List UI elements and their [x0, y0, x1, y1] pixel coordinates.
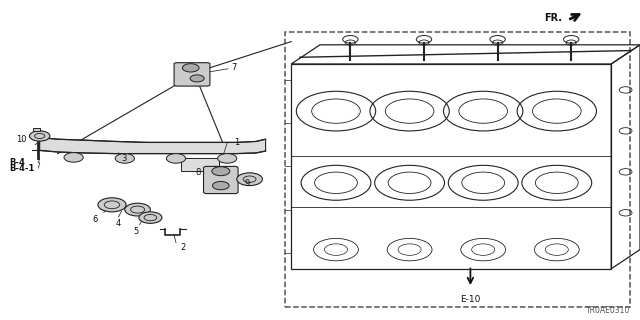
Text: E-10: E-10 [460, 295, 481, 304]
Circle shape [64, 153, 83, 162]
Text: 6: 6 [92, 215, 97, 224]
Text: 2: 2 [180, 243, 186, 252]
FancyBboxPatch shape [285, 32, 630, 307]
Text: 10: 10 [17, 135, 27, 144]
Text: B-4-1: B-4-1 [10, 164, 35, 173]
Circle shape [98, 198, 126, 212]
Circle shape [212, 167, 230, 176]
Circle shape [190, 75, 204, 82]
Text: 1: 1 [234, 138, 239, 147]
Text: B-4: B-4 [10, 158, 26, 167]
FancyBboxPatch shape [204, 166, 238, 194]
FancyBboxPatch shape [174, 63, 210, 86]
Text: 7: 7 [232, 63, 237, 72]
Text: 8: 8 [195, 168, 200, 177]
Circle shape [212, 181, 229, 190]
Polygon shape [40, 138, 266, 154]
Circle shape [237, 173, 262, 186]
Text: FR.: FR. [544, 12, 562, 23]
Text: 9: 9 [244, 179, 250, 188]
Text: 3: 3 [122, 154, 127, 163]
FancyBboxPatch shape [181, 158, 219, 171]
Text: 5: 5 [134, 227, 139, 236]
Circle shape [218, 154, 237, 163]
Circle shape [115, 154, 134, 163]
Polygon shape [33, 128, 40, 131]
Circle shape [139, 212, 162, 223]
Circle shape [182, 64, 199, 72]
Circle shape [166, 154, 186, 163]
Circle shape [125, 203, 150, 216]
Text: 4: 4 [116, 219, 121, 228]
Circle shape [29, 131, 50, 141]
Text: TR0AE0310: TR0AE0310 [586, 306, 630, 315]
